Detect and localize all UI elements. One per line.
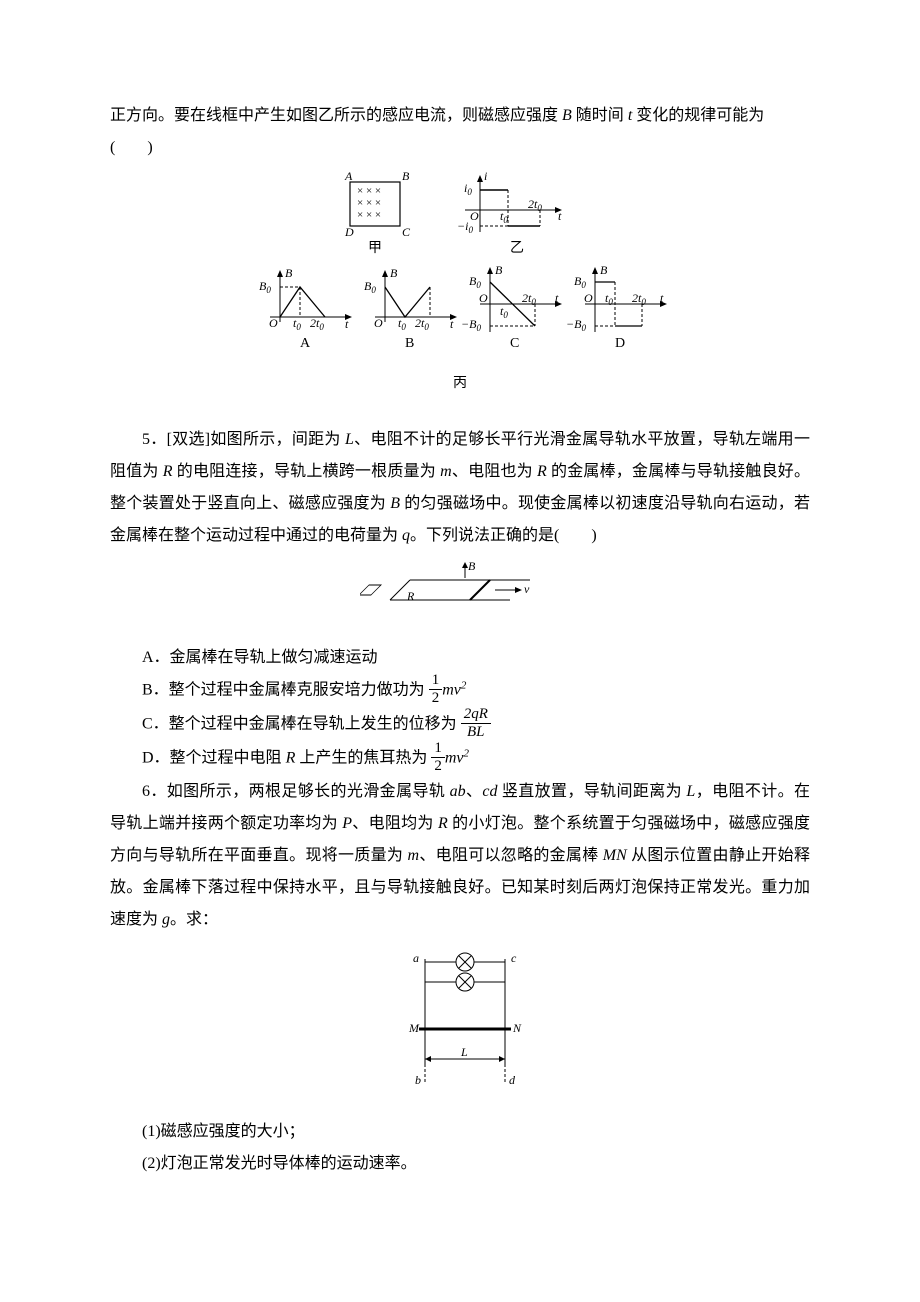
svg-text:× × ×: × × ×	[357, 209, 381, 221]
svg-text:2t0: 2t0	[632, 291, 646, 307]
opt-B: B	[405, 336, 414, 351]
var-B: B	[562, 107, 572, 124]
svg-text:O: O	[584, 291, 593, 305]
lbl-D: D	[344, 225, 354, 239]
intro-paren: ( )	[110, 132, 810, 164]
svg-text:i0: i0	[464, 181, 472, 197]
lbl-O: O	[470, 209, 479, 223]
svg-text:O: O	[374, 316, 383, 330]
svg-text:t0: t0	[398, 316, 406, 332]
svg-text:2t0: 2t0	[310, 316, 324, 332]
opt-D: D	[615, 336, 625, 351]
lbl-B: B	[402, 172, 410, 183]
frac-half-2: 12	[431, 740, 445, 774]
svg-text:× × ×: × × ×	[357, 185, 381, 197]
lbl-yi: 乙	[510, 240, 524, 256]
q6-sub2: (2)灯泡正常发光时导体棒的运动速率。	[110, 1148, 810, 1180]
q5-optC: C．整个过程中金属棒在导轨上发生的位移为 2qRBL	[142, 708, 810, 742]
svg-text:t0: t0	[605, 291, 613, 307]
frac-half-1: 12	[429, 672, 443, 706]
q6-sub1: (1)磁感应强度的大小；	[110, 1116, 810, 1148]
axis-i: i	[484, 172, 487, 183]
svg-text:B: B	[468, 560, 476, 573]
svg-text:2t0: 2t0	[522, 291, 536, 307]
svg-text:v: v	[524, 582, 530, 596]
svg-text:t: t	[450, 317, 454, 331]
svg-text:N: N	[512, 1021, 522, 1035]
svg-text:B0: B0	[469, 274, 481, 290]
svg-text:R: R	[406, 589, 415, 603]
q5-optD: D．整个过程中电阻 R 上产生的焦耳热为 12mv2	[142, 742, 810, 776]
q5-stem: 5．[双选]如图所示，间距为 L、电阻不计的足够长平行光滑金属导轨水平放置，导轨…	[110, 424, 810, 552]
svg-text:−B0: −B0	[566, 317, 586, 333]
svg-text:B: B	[285, 266, 293, 280]
svg-text:c: c	[511, 951, 517, 965]
svg-text:B0: B0	[364, 279, 376, 295]
opt-C: C	[510, 336, 519, 351]
svg-text:× × ×: × × ×	[357, 197, 381, 209]
figure-q5: R B v	[110, 560, 810, 632]
svg-text:O: O	[269, 316, 278, 330]
svg-text:B: B	[600, 263, 608, 277]
svg-text:B0: B0	[574, 274, 586, 290]
svg-text:B: B	[390, 266, 398, 280]
svg-text:t0: t0	[500, 209, 508, 225]
lbl-A: A	[344, 172, 353, 183]
svg-text:O: O	[479, 291, 488, 305]
svg-text:a: a	[413, 951, 419, 965]
frac-2qR-BL: 2qRBL	[461, 706, 491, 740]
lbl-jia: 甲	[368, 241, 382, 256]
svg-text:B: B	[495, 263, 503, 277]
svg-text:t0: t0	[500, 304, 508, 320]
svg-text:d: d	[509, 1073, 516, 1087]
axis-t: t	[558, 209, 562, 223]
lbl-bing: 丙	[453, 376, 467, 391]
svg-text:t: t	[345, 317, 349, 331]
opt-A: A	[300, 336, 311, 351]
intro-1c: 变化的规律可能为	[632, 107, 764, 124]
svg-text:B0: B0	[259, 279, 271, 295]
q6-stem: 6．如图所示，两根足够长的光滑金属导轨 ab、cd 竖直放置，导轨间距离为 L，…	[110, 776, 810, 936]
figure-q6: L a c M N b d	[110, 944, 810, 1106]
figure-jia-yi-bing: A B D C × × × × × × × × × 甲 i t	[110, 172, 810, 414]
q5-optA: A．金属棒在导轨上做匀减速运动	[142, 642, 810, 674]
lbl-C: C	[402, 225, 411, 239]
svg-text:t0: t0	[293, 316, 301, 332]
svg-text:L: L	[460, 1045, 468, 1059]
svg-text:2t0: 2t0	[415, 316, 429, 332]
svg-text:b: b	[415, 1073, 421, 1087]
svg-text:−B0: −B0	[461, 317, 481, 333]
svg-text:M: M	[408, 1021, 420, 1035]
intro-1a: 正方向。要在线框中产生如图乙所示的感应电流，则磁感应强度	[110, 107, 562, 124]
intro-1b: 随时间	[572, 107, 628, 124]
q5-optB: B．整个过程中金属棒克服安培力做功为 12mv2	[142, 674, 810, 708]
intro-line: 正方向。要在线框中产生如图乙所示的感应电流，则磁感应强度 B 随时间 t 变化的…	[110, 100, 810, 132]
